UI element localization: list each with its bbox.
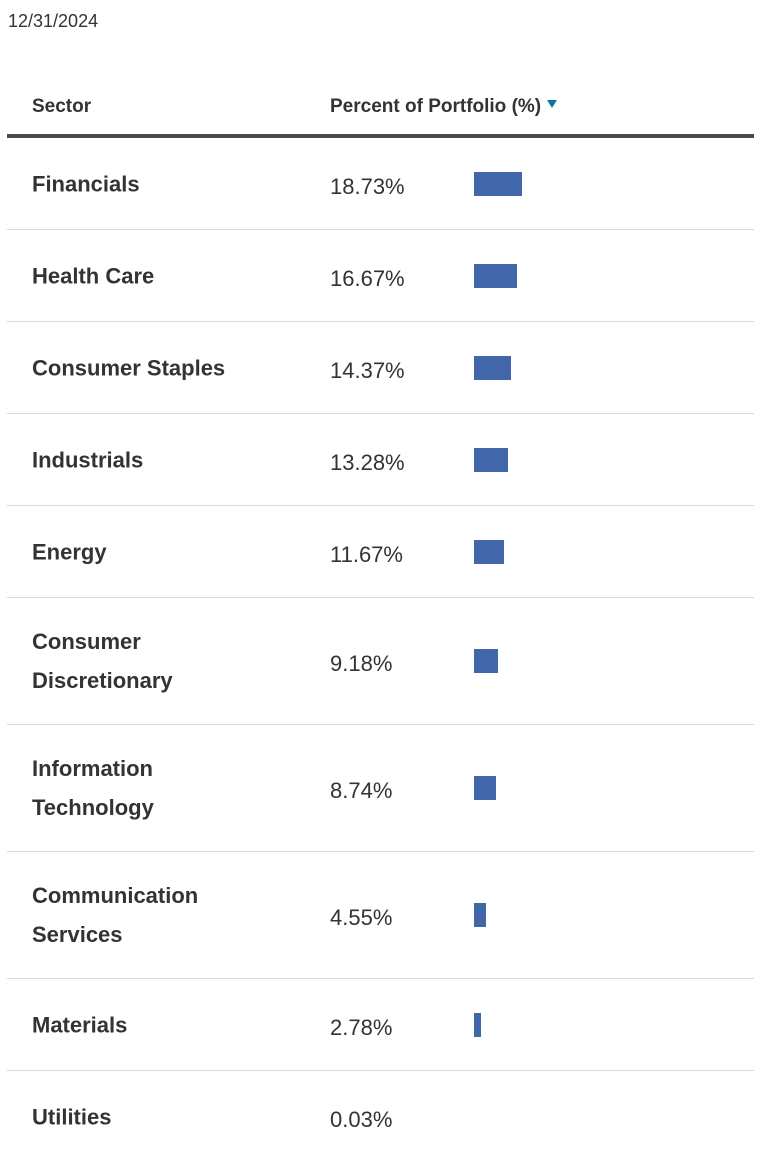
percent-bar [474,263,517,288]
percent-column-header[interactable]: Percent of Portfolio (%) [330,96,558,118]
table-header: Sector Percent of Portfolio (%) [7,80,754,138]
table-row: Energy 11.67% [7,506,754,598]
sector-percent: 4.55% [330,905,393,931]
sector-name: Information Technology [32,756,154,820]
percent-bar [474,355,511,380]
table-row: Materials 2.78% [7,979,754,1071]
sector-name: Utilities [32,1104,112,1129]
sector-name: Materials [32,1012,128,1037]
sector-name: Financials [32,171,140,196]
table-row: Utilities 0.03% [7,1071,754,1162]
sort-descending-icon[interactable] [547,100,558,108]
as-of-date: 12/31/2024 [8,11,99,31]
sector-percent: 8.74% [330,778,393,804]
table-row: Health Care 16.67% [7,230,754,322]
sector-name: Communication Services [32,883,199,947]
sector-name: Health Care [32,263,155,288]
sector-name: Energy [32,539,107,564]
sector-column-header[interactable]: Sector [32,96,92,117]
sector-name: Consumer Staples [32,355,226,380]
percent-bar [474,649,498,673]
sector-percent: 9.18% [330,651,393,677]
percent-bar [474,903,486,927]
table-row: Industrials 13.28% [7,414,754,506]
sector-percent: 2.78% [330,1014,393,1040]
sector-percent: 0.03% [330,1106,393,1132]
table-row: Consumer Staples 14.37% [7,322,754,414]
table-row: Consumer Discretionary 9.18% [7,598,754,725]
sector-allocation-table: Sector Percent of Portfolio (%) Financia… [7,80,754,1162]
percent-bar [474,171,522,196]
percent-bar [474,1012,481,1037]
table-row: Financials 18.73% [7,138,754,230]
sector-name: Consumer Discretionary [32,629,173,693]
table-row: Information Technology 8.74% [7,725,754,852]
sector-percent: 13.28% [330,449,405,475]
sector-percent: 11.67% [330,541,403,567]
sector-name: Industrials [32,447,144,472]
table-row: Communication Services 4.55% [7,852,754,979]
percent-bar [474,447,508,472]
percent-bar [474,539,504,564]
sector-percent: 14.37% [330,357,405,383]
percent-column-header-label: Percent of Portfolio (%) [330,96,542,117]
sector-percent: 16.67% [330,265,405,291]
percent-bar [474,776,496,800]
sector-percent: 18.73% [330,173,405,199]
